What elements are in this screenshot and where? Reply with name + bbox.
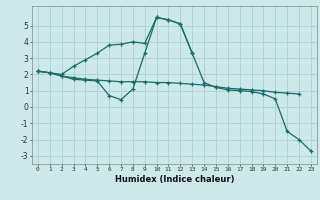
X-axis label: Humidex (Indice chaleur): Humidex (Indice chaleur)	[115, 175, 234, 184]
